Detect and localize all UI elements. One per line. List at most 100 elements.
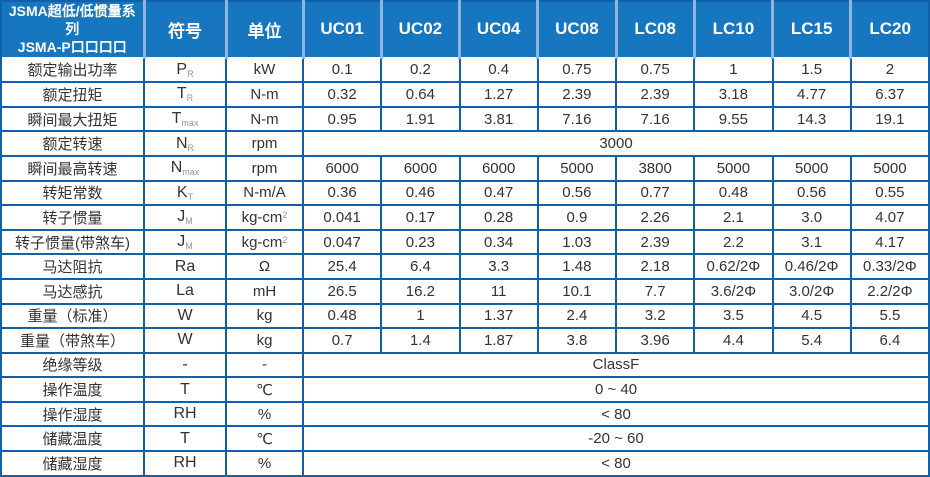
row-symbol: T [143,425,227,453]
value-cell: 0.33/2Φ [849,253,930,280]
value-cell: 0.75 [536,56,618,84]
row-unit: ℃ [225,425,304,453]
row-unit: rpm [225,130,304,157]
row-unit: kg [225,327,304,354]
row-label: 额定输出功率 [0,56,145,84]
unit-superscript: 2 [282,209,288,220]
value-cell: 0.46 [380,179,461,207]
row-label: 转子惯量(带煞车) [0,228,145,256]
value-cell: 7.16 [614,105,696,133]
row-symbol: NR [143,130,227,157]
value-cell: 4.5 [771,302,852,330]
value-cell: 3.6/2Φ [693,277,774,305]
value-cell: 7.7 [614,277,696,305]
value-cell: 1.03 [536,228,618,256]
row-label: 绝缘等级 [0,351,145,379]
table-row: 额定扭矩 TR N-m 0.32 0.64 1.27 2.39 2.39 3.18 4.77 6.3… [0,81,930,108]
value-cell: 3.2 [614,302,696,330]
value-cell: 5.4 [771,327,852,354]
value-cell: 4.77 [771,81,852,108]
span-value-cell: -20 ~ 60 [302,425,930,453]
value-cell: 6.37 [849,81,930,108]
row-label: 储藏湿度 [0,450,145,477]
table-row: 马达阻抗 Ra Ω 25.4 6.4 3.3 1.48 2.18 0.62/2Φ 0.46/2Φ 0… [0,253,930,280]
row-label: 重量（标准） [0,302,145,330]
table-row: 操作湿度 RH% < 80 [0,400,930,428]
row-unit: Ω [225,253,304,280]
value-cell: 5000 [771,154,852,182]
model-header-uc08: UC08 [536,1,616,58]
table-row: 转矩常数 KT N-m/A 0.36 0.46 0.47 0.56 0.77 0.48 0.56 0… [0,179,930,207]
row-symbol: Ra [143,253,227,280]
value-cell: 11 [458,277,539,305]
row-label: 额定扭矩 [0,81,145,108]
value-cell: 1.87 [458,327,539,354]
symbol-subscript: T [187,191,194,202]
symbol-column-header: 符号 [142,1,226,58]
value-cell: 3.18 [693,81,774,108]
table-row: 操作温度 T ℃ 0 ~ 40 [0,376,930,403]
value-cell: 2.4 [536,302,618,330]
row-label: 转矩常数 [0,179,145,207]
table-row: 马达感抗 La mH 26.5 16.2 11 10.1 7.7 3.6/2Φ 3.0/2Φ 2.2… [0,277,930,305]
row-symbol: KT [143,179,227,207]
row-label: 操作湿度 [0,400,145,428]
value-cell: 3800 [614,154,696,182]
model-header-lc10: LC10 [692,1,773,58]
unit-column-header: 单位 [224,1,303,58]
row-label: 转子惯量 [0,204,145,231]
value-cell: 1.27 [458,81,539,108]
row-symbol: Tmax [143,105,227,133]
value-cell: 3.81 [458,105,539,133]
value-cell: 0.4 [458,56,539,84]
value-cell: 0.77 [614,179,696,207]
value-cell: 5000 [693,154,774,182]
value-cell: 0.55 [849,179,930,207]
value-cell: 0.62/2Φ [693,253,774,280]
value-cell: 0.56 [536,179,618,207]
value-cell: 0.041 [301,204,383,231]
value-cell: 2 [849,56,930,84]
value-cell: 2.26 [614,204,696,231]
row-symbol: PR [143,56,227,84]
row-symbol: Nmax [143,154,227,182]
symbol-subscript: R [187,142,195,153]
value-cell: 0.17 [380,204,461,231]
row-symbol: - [143,351,227,379]
row-unit: % [225,450,304,477]
value-cell: 1 [693,56,774,84]
value-cell: 0.9 [536,204,618,231]
value-cell: 3.0 [771,204,852,231]
table-row: 额定输出功率 PR kW 0.1 0.2 0.4 0.75 0.75 1 1.5 2 [0,56,930,84]
value-cell: 2.2 [693,228,774,256]
value-cell: 4.4 [693,327,774,354]
value-cell: 0.46/2Φ [771,253,852,280]
value-cell: 5000 [536,154,618,182]
row-unit: kg-cm2 [225,204,304,231]
value-cell: 0.32 [301,81,383,108]
model-header-uc02: UC02 [379,1,460,58]
value-cell: 4.17 [849,228,930,256]
value-cell: 10.1 [536,277,618,305]
value-cell: 0.23 [380,228,461,256]
symbol-subscript: M [185,216,193,227]
row-label: 操作温度 [0,376,145,403]
row-symbol: W [143,327,227,354]
table-row: 储藏温度 T ℃ -20 ~ 60 [0,425,930,453]
value-cell: 6000 [458,154,539,182]
value-cell: 1.5 [771,56,852,84]
row-symbol: JM [143,204,227,231]
value-cell: 6000 [301,154,383,182]
value-cell: 25.4 [301,253,383,280]
table-title-line1: JSMA超低/低惯量系列 [8,3,136,38]
row-label: 重量（带煞车） [0,327,145,354]
table-row: 绝缘等级 - - ClassF [0,351,930,379]
value-cell: 2.39 [536,81,618,108]
row-symbol: T [143,376,227,403]
table-row: 瞬间最大扭矩 Tmax N-m 0.95 1.91 3.81 7.16 7.16 9.55 14.… [0,105,930,133]
model-header-uc04: UC04 [457,1,538,58]
value-cell: 2.2/2Φ [849,277,930,305]
